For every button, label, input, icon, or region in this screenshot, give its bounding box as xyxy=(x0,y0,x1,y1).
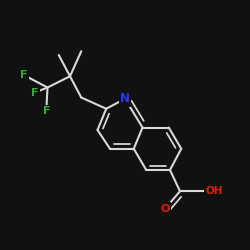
Text: F: F xyxy=(42,106,50,116)
Text: O: O xyxy=(160,204,170,214)
Text: OH: OH xyxy=(205,186,222,196)
Text: F: F xyxy=(31,88,39,98)
Text: F: F xyxy=(20,70,28,80)
Text: N: N xyxy=(120,92,130,105)
